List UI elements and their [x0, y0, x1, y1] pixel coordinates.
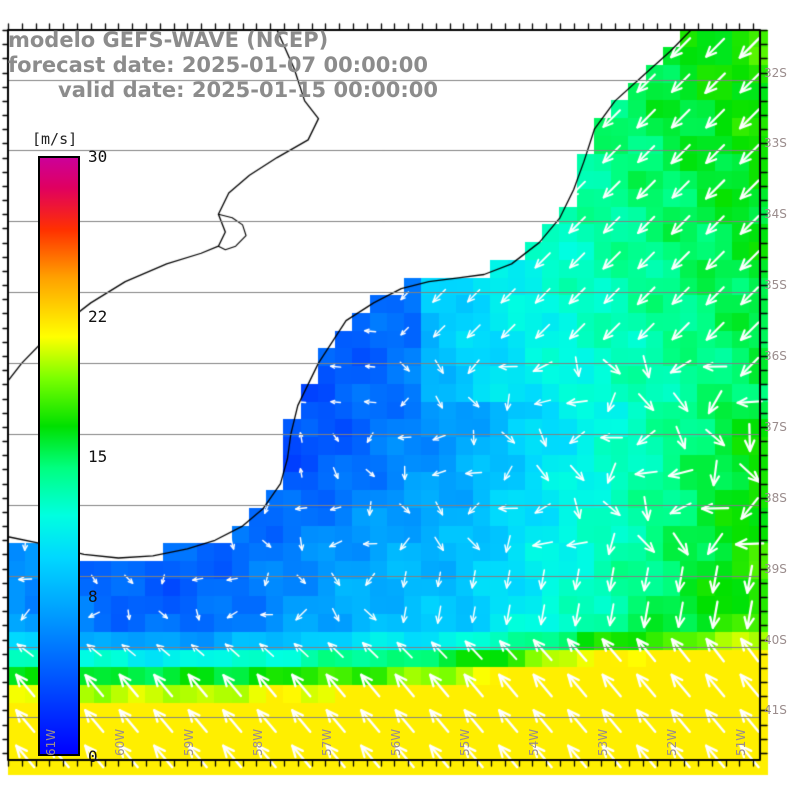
- lat-label-32S: 32S: [764, 65, 787, 80]
- lat-label-33S: 33S: [764, 136, 787, 151]
- colorbar-tick-8: 8: [88, 587, 98, 606]
- lon-label-58W: 58W: [251, 728, 266, 756]
- lon-label-59W: 59W: [182, 728, 197, 756]
- lat-label-40S: 40S: [764, 632, 787, 647]
- lat-label-38S: 38S: [764, 490, 787, 505]
- colorbar-gradient: [40, 158, 78, 754]
- lon-label-52W: 52W: [665, 728, 680, 756]
- colorbar-tick-0: 0: [88, 747, 98, 766]
- lon-label-51W: 51W: [734, 728, 749, 756]
- lon-label-56W: 56W: [389, 728, 404, 756]
- lat-label-35S: 35S: [764, 278, 787, 293]
- title-model-line: modelo GEFS-WAVE (NCEP): [8, 28, 329, 52]
- colorbar: [38, 156, 80, 756]
- lat-label-41S: 41S: [764, 703, 787, 718]
- lat-label-37S: 37S: [764, 419, 787, 434]
- lat-label-39S: 39S: [764, 561, 787, 576]
- colorbar-unit-label: [m/s]: [32, 130, 78, 148]
- colorbar-tick-15: 15: [88, 447, 108, 466]
- title-valid-date-line: valid date: 2025-01-15 00:00:00: [58, 78, 438, 102]
- lat-label-36S: 36S: [764, 349, 787, 364]
- colorbar-tick-22: 22: [88, 307, 108, 326]
- lon-label-57W: 57W: [320, 728, 335, 756]
- lon-label-61W: 61W: [44, 728, 59, 756]
- chart-title-block: modelo GEFS-WAVE (NCEP) forecast date: 2…: [8, 28, 508, 103]
- lon-label-60W: 60W: [113, 728, 128, 756]
- lon-label-53W: 53W: [596, 728, 611, 756]
- colorbar-tick-30: 30: [88, 147, 108, 166]
- lon-label-54W: 54W: [527, 728, 542, 756]
- lat-label-34S: 34S: [764, 207, 787, 222]
- lon-label-55W: 55W: [458, 728, 473, 756]
- title-forecast-date-line: forecast date: 2025-01-07 00:00:00: [8, 53, 428, 77]
